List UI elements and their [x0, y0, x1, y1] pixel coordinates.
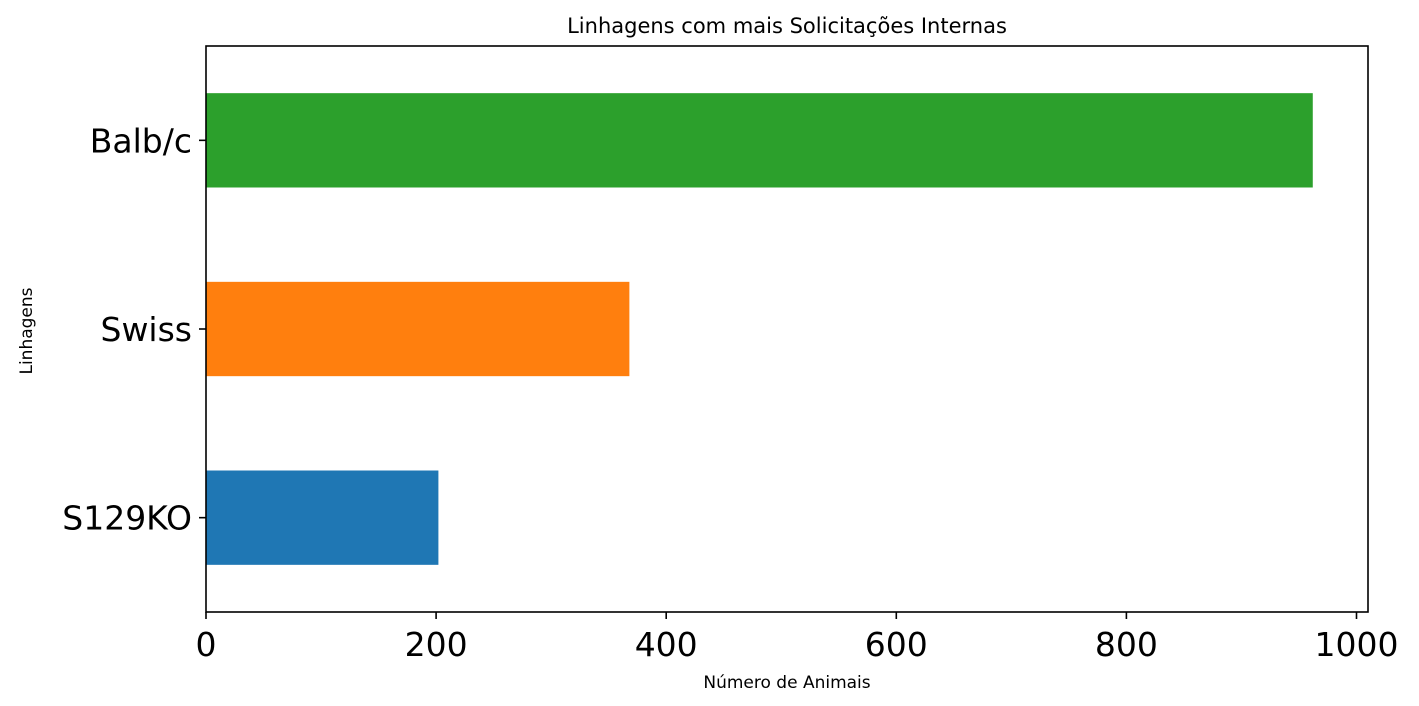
- x-axis-label: Número de Animais: [703, 673, 870, 693]
- bar-s129ko: [206, 470, 439, 565]
- x-tick-label: 800: [1095, 625, 1158, 664]
- plot-frame: [205, 45, 1369, 613]
- bar-swiss: [206, 281, 630, 377]
- bars-group: [206, 93, 1313, 565]
- x-tick-label: 400: [635, 625, 698, 664]
- x-tick-label: 1000: [1315, 625, 1399, 664]
- y-tick-label: S129KO: [62, 499, 192, 538]
- bar-balb-c: [206, 93, 1313, 188]
- y-tick-label: Swiss: [101, 310, 193, 349]
- x-tick-label: 200: [405, 625, 468, 664]
- x-ticks-group: 0 200 400 600 800 1000: [196, 612, 1399, 664]
- y-ticks-group: S129KO Swiss Balb/c: [62, 121, 206, 538]
- y-axis-label: Linhagens: [17, 287, 37, 374]
- y-tick-label: Balb/c: [90, 121, 192, 160]
- x-tick-label: 600: [865, 625, 928, 664]
- x-tick-label: 0: [196, 625, 217, 664]
- chart-title: Linhagens com mais Solicitações Internas: [567, 14, 1007, 38]
